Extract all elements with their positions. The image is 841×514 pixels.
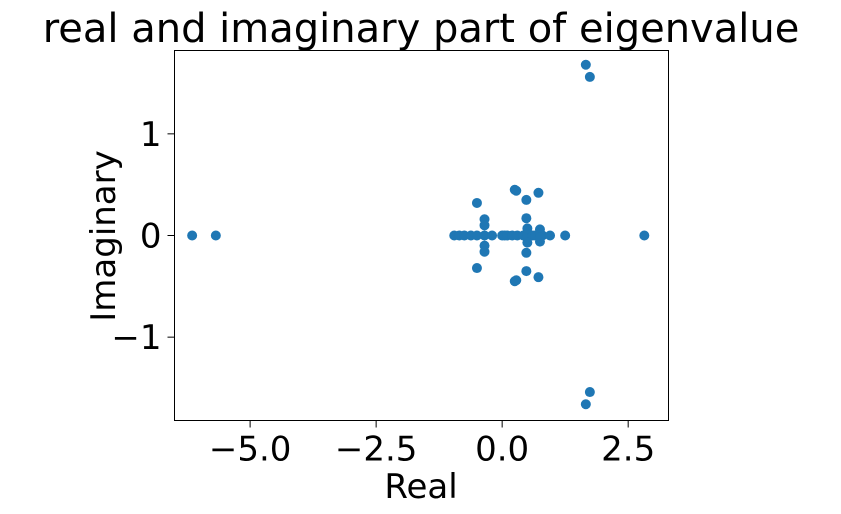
data-point	[639, 230, 650, 241]
y-axis: 1 0 −1	[111, 115, 175, 358]
x-tick-label: 0.0	[475, 430, 529, 470]
data-point	[479, 220, 490, 231]
data-point	[580, 59, 591, 70]
data-point	[487, 230, 498, 241]
chart-title: real and imaginary part of eigenvalue	[43, 6, 800, 52]
x-axis-label: Real	[384, 467, 457, 507]
x-axis: −5.0 −2.5 0.0 2.5	[209, 420, 655, 470]
data-point	[210, 230, 221, 241]
data-points	[187, 59, 650, 410]
data-point	[560, 230, 571, 241]
data-point	[522, 237, 533, 248]
data-point	[533, 187, 544, 198]
y-tick-label: −1	[111, 318, 161, 358]
data-point	[522, 223, 533, 234]
data-point	[521, 213, 532, 224]
data-point	[584, 387, 595, 398]
data-point	[187, 230, 198, 241]
y-tick-label: 0	[140, 217, 162, 257]
data-point	[479, 246, 490, 257]
data-point	[471, 197, 482, 208]
data-point	[471, 230, 482, 241]
data-point	[545, 230, 556, 241]
data-point	[534, 232, 545, 243]
data-point	[521, 266, 532, 277]
y-tick-label: 1	[140, 115, 162, 155]
x-tick-label: −5.0	[209, 430, 292, 470]
data-point	[584, 71, 595, 82]
plot-area	[174, 50, 669, 421]
data-point	[521, 247, 532, 258]
y-axis-label: Imaginary	[84, 150, 124, 322]
data-point	[521, 194, 532, 205]
x-tick-label: 2.5	[601, 430, 655, 470]
data-point	[471, 263, 482, 274]
data-point	[511, 275, 522, 286]
data-point	[580, 399, 591, 410]
data-point	[479, 230, 490, 241]
data-point	[511, 185, 522, 196]
x-tick-label: −2.5	[335, 430, 418, 470]
data-point	[533, 272, 544, 283]
